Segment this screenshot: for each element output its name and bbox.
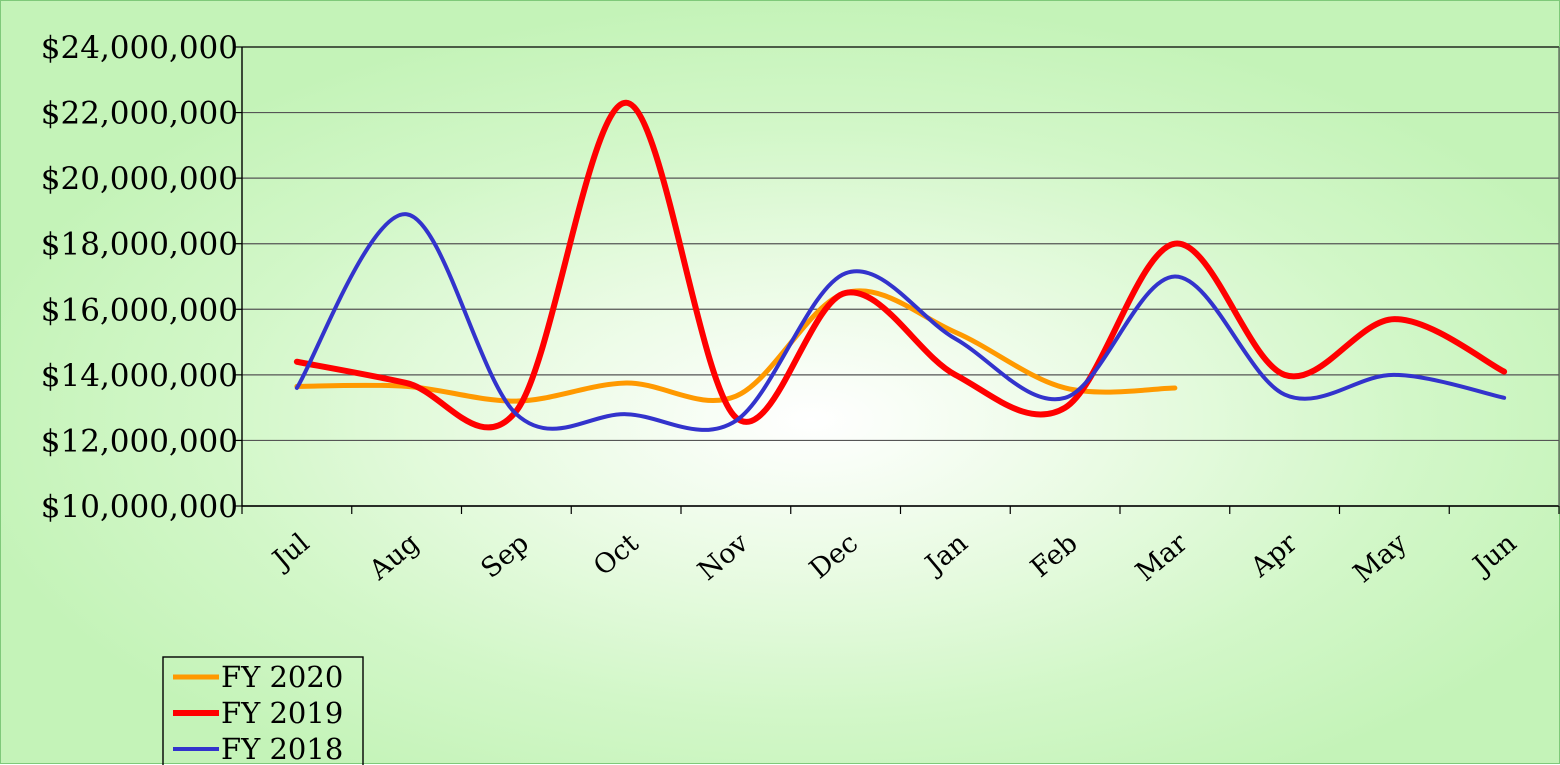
x-axis-ticks: Jul Aug Sep Oct Nov Dec Jan Feb Mar Apr May Jun: [241, 506, 1560, 589]
x-tick-label: Mar: [1130, 528, 1193, 588]
y-tick-label: $22,000,000: [41, 96, 238, 132]
y-tick-label: $12,000,000: [41, 423, 238, 459]
legend-box: [162, 656, 364, 765]
legend-label: FY 2020: [221, 660, 343, 694]
series-lines: [293, 99, 1508, 432]
x-tick-label: Feb: [1025, 528, 1084, 584]
x-tick-label: Jan: [918, 528, 974, 582]
x-tick-label: Jun: [1465, 528, 1522, 583]
x-tick-label: Apr: [1244, 528, 1303, 584]
legend-label: FY 2018: [221, 732, 343, 765]
x-tick-label: Sep: [475, 528, 535, 585]
x-tick-label: Dec: [804, 528, 864, 586]
x-tick-label: Oct: [588, 528, 645, 583]
y-tick-label: $20,000,000: [41, 161, 238, 197]
y-axis-ticks: $10,000,000 $12,000,000 $14,000,000 $16,000…: [41, 30, 242, 525]
series-line-fy-2019: [293, 99, 1508, 431]
y-tick-label: $16,000,000: [41, 292, 238, 328]
y-tick-label: $18,000,000: [41, 227, 238, 263]
y-tick-label: $24,000,000: [41, 30, 238, 66]
legend-label: FY 2019: [221, 696, 343, 730]
x-tick-label: Aug: [363, 528, 425, 587]
y-tick-label: $10,000,000: [41, 489, 238, 525]
x-tick-label: May: [1348, 527, 1414, 589]
series-line-fy-2018: [294, 212, 1507, 432]
x-tick-label: Nov: [692, 527, 755, 587]
x-tick-label: Jul: [265, 528, 315, 577]
y-tick-label: $14,000,000: [41, 358, 238, 394]
series-line-fy-2020: [294, 288, 1178, 404]
gridlines: [241, 46, 1560, 507]
